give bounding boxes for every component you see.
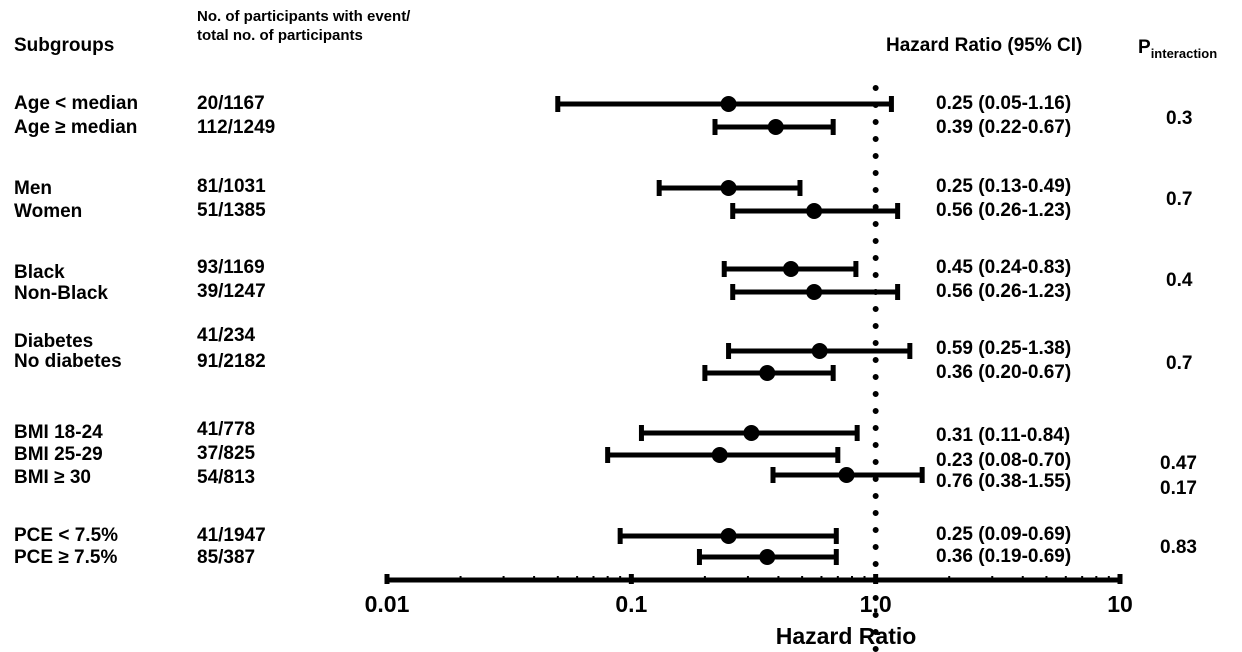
p-interaction-value: 0.83 bbox=[1160, 537, 1197, 558]
hr-ci-value: 0.59 (0.25-1.38) bbox=[936, 338, 1072, 359]
p-interaction-value: 0.7 bbox=[1166, 189, 1193, 210]
hr-ci-value: 0.25 (0.05-1.16) bbox=[936, 93, 1072, 114]
subgroup-label: BMI 18-24 bbox=[14, 422, 103, 443]
events-value: 20/1167 bbox=[197, 93, 265, 114]
p-interaction-value: 0.17 bbox=[1160, 478, 1197, 499]
subgroup-label: No diabetes bbox=[14, 351, 122, 372]
hr-ci-value: 0.31 (0.11-0.84) bbox=[936, 425, 1071, 446]
events-value: 41/234 bbox=[197, 325, 256, 346]
x-tick-label: 1.0 bbox=[860, 591, 892, 617]
events-value: 93/1169 bbox=[197, 257, 265, 278]
x-tick-label: 0.1 bbox=[615, 591, 647, 617]
hr-point bbox=[743, 425, 760, 441]
subgroup-label: PCE < 7.5% bbox=[14, 525, 119, 546]
subgroup-label: Non-Black bbox=[14, 283, 108, 304]
events-value: 39/1247 bbox=[197, 281, 266, 302]
p-interaction-value: 0.4 bbox=[1166, 270, 1193, 291]
events-value: 51/1385 bbox=[197, 200, 266, 221]
hr-point bbox=[711, 447, 728, 463]
hr-point bbox=[806, 203, 823, 219]
hr-ci-value: 0.25 (0.13-0.49) bbox=[936, 176, 1072, 197]
p-interaction-main: P bbox=[1138, 37, 1151, 58]
hr-ci-value: 0.56 (0.26-1.23) bbox=[936, 200, 1072, 221]
x-tick-label: 0.01 bbox=[365, 591, 410, 617]
hr-ci-value: 0.76 (0.38-1.55) bbox=[936, 471, 1072, 492]
participants-header-line1: No. of participants with event/ bbox=[197, 8, 411, 25]
subgroup-label: BMI ≥ 30 bbox=[14, 467, 91, 488]
hr-ci-value: 0.25 (0.09-0.69) bbox=[936, 524, 1072, 545]
hr-point bbox=[759, 549, 776, 565]
hr-point bbox=[720, 96, 737, 112]
subgroups-header: Subgroups bbox=[14, 35, 115, 56]
p-interaction-sub: interaction bbox=[1150, 45, 1218, 61]
x-tick-label: 10 bbox=[1107, 591, 1133, 617]
events-value: 91/2182 bbox=[197, 351, 266, 372]
events-value: 112/1249 bbox=[197, 117, 276, 138]
subgroup-label: Women bbox=[14, 201, 83, 222]
x-axis-title: Hazard Ratio bbox=[776, 623, 917, 649]
participants-header: No. of participants with event/ total no… bbox=[197, 7, 410, 45]
p-interaction-value: 0.47 bbox=[1160, 453, 1197, 474]
subgroup-label: Black bbox=[14, 262, 65, 283]
hr-ci-value: 0.56 (0.26-1.23) bbox=[936, 281, 1072, 302]
events-value: 81/1031 bbox=[197, 176, 266, 197]
events-value: 37/825 bbox=[197, 443, 256, 464]
participants-header-line2: total no. of participants bbox=[197, 27, 363, 44]
subgroup-label: PCE ≥ 7.5% bbox=[14, 547, 118, 568]
events-value: 41/1947 bbox=[197, 525, 266, 546]
hr-point bbox=[720, 180, 737, 196]
hr-ci-value: 0.36 (0.19-0.69) bbox=[936, 546, 1072, 567]
p-interaction-value: 0.3 bbox=[1166, 108, 1193, 129]
subgroup-label: Diabetes bbox=[14, 331, 94, 352]
hr-point bbox=[838, 467, 855, 483]
hr-point bbox=[720, 528, 737, 544]
subgroup-label: Men bbox=[14, 178, 52, 199]
p-interaction-header: Pinteraction bbox=[1138, 38, 1217, 60]
hr-point bbox=[782, 261, 799, 277]
hr-point bbox=[759, 365, 776, 381]
subgroup-label: Age < median bbox=[14, 93, 139, 114]
hr-point bbox=[806, 284, 823, 300]
subgroup-label: BMI 25-29 bbox=[14, 444, 103, 465]
hr-ci-value: 0.36 (0.20-0.67) bbox=[936, 362, 1072, 383]
events-value: 85/387 bbox=[197, 547, 256, 568]
hr-point bbox=[767, 119, 784, 135]
hr-ci-value: 0.23 (0.08-0.70) bbox=[936, 450, 1072, 471]
hr-ci-value: 0.39 (0.22-0.67) bbox=[936, 117, 1072, 138]
p-interaction-value: 0.7 bbox=[1166, 353, 1193, 374]
events-value: 54/813 bbox=[197, 467, 256, 488]
hr-point bbox=[811, 343, 828, 359]
hr-ci-value: 0.45 (0.24-0.83) bbox=[936, 257, 1072, 278]
subgroup-label: Age ≥ median bbox=[14, 117, 138, 138]
hazard-ratio-ci-header: Hazard Ratio (95% CI) bbox=[886, 35, 1083, 56]
events-value: 41/778 bbox=[197, 419, 256, 440]
